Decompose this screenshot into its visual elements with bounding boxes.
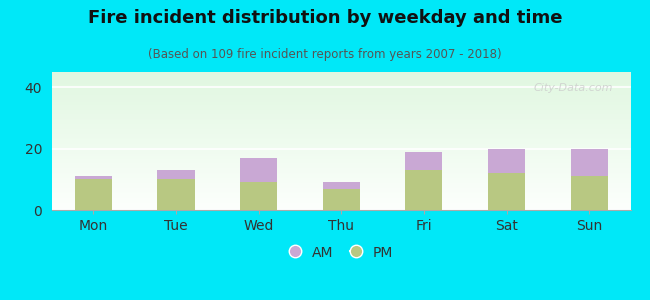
Bar <box>157 170 194 179</box>
Bar <box>75 176 112 179</box>
Bar <box>240 182 277 210</box>
Bar <box>406 152 443 170</box>
Text: (Based on 109 fire incident reports from years 2007 - 2018): (Based on 109 fire incident reports from… <box>148 48 502 61</box>
Bar <box>488 173 525 210</box>
Text: Fire incident distribution by weekday and time: Fire incident distribution by weekday an… <box>88 9 562 27</box>
Bar <box>75 179 112 210</box>
Bar <box>571 149 608 176</box>
Bar <box>571 176 608 210</box>
Bar <box>322 182 360 188</box>
Text: City-Data.com: City-Data.com <box>534 83 613 93</box>
Bar <box>157 179 194 210</box>
Legend: AM, PM: AM, PM <box>283 238 400 266</box>
Bar <box>322 188 360 210</box>
Bar <box>488 149 525 173</box>
Bar <box>240 158 277 182</box>
Bar <box>406 170 443 210</box>
